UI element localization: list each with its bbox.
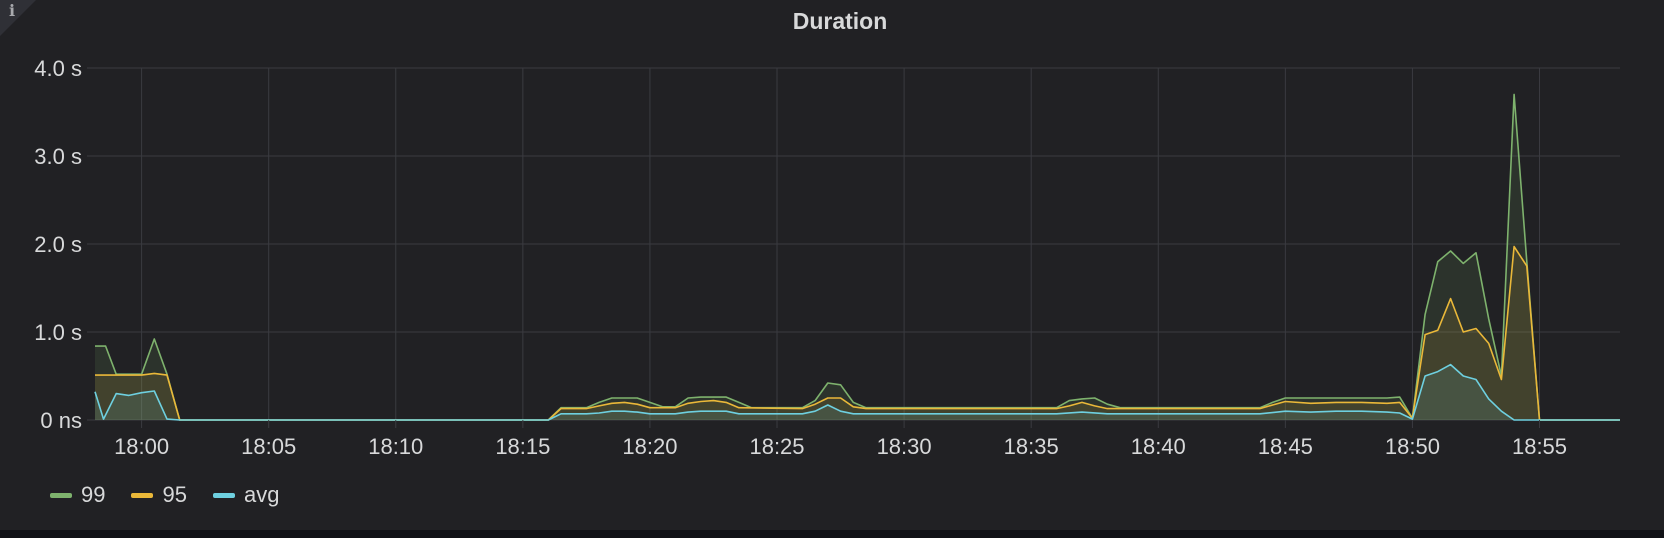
x-axis: 18:00 18:05 18:10 18:15 18:20 18:25 18:30 18:35… (114, 420, 1567, 459)
series-area-95 (95, 246, 1620, 420)
legend-swatch[interactable] (212, 492, 235, 498)
y-tick-label: 3.0 s (34, 144, 82, 169)
legend-swatch[interactable] (131, 492, 154, 498)
y-tick-label: 0 ns (40, 408, 82, 433)
x-tick-label: 18:50 (1385, 434, 1440, 459)
legend-swatch[interactable] (50, 492, 72, 498)
info-icon[interactable]: i (9, 1, 16, 20)
panel-bottom-edge (0, 530, 1664, 538)
x-tick-label: 18:00 (114, 434, 169, 459)
x-tick-label: 18:20 (622, 434, 677, 459)
series-line-95[interactable] (95, 245, 1620, 421)
y-tick-label: 2.0 s (34, 232, 82, 257)
x-tick-label: 18:05 (241, 434, 296, 459)
legend: 99 95 avg (50, 482, 305, 508)
panel-title[interactable]: Duration (792, 8, 888, 34)
series-area-99 (95, 94, 1620, 421)
panel-info-corner[interactable] (0, 0, 36, 36)
grid (95, 67, 1620, 421)
series-lines (94, 93, 1620, 421)
y-axis: 0 ns 1.0 s 2.0 s 3.0 s 4.0 s (34, 56, 95, 433)
x-tick-label: 18:45 (1258, 434, 1313, 459)
y-tick-label: 1.0 s (34, 320, 82, 345)
y-tick-label: 4.0 s (34, 56, 82, 81)
x-tick-label: 18:40 (1131, 434, 1186, 459)
legend-label[interactable]: 95 (162, 482, 187, 507)
series-line-99[interactable] (95, 93, 1620, 421)
series-line-avg[interactable] (94, 363, 1620, 421)
x-tick-label: 18:10 (368, 434, 423, 459)
legend-item-95[interactable]: 95 (131, 482, 187, 508)
series-area-avg (95, 364, 1620, 420)
legend-item-avg[interactable]: avg (212, 482, 280, 508)
legend-label[interactable]: 99 (81, 482, 106, 507)
x-tick-label: 18:35 (1004, 434, 1059, 459)
x-tick-label: 18:25 (749, 434, 804, 459)
x-tick-label: 18:30 (877, 434, 932, 459)
x-tick-label: 18:55 (1512, 434, 1567, 459)
x-tick-label: 18:15 (495, 434, 550, 459)
series-fills (95, 94, 1620, 421)
legend-label[interactable]: avg (243, 482, 280, 507)
legend-item-99[interactable]: 99 (50, 482, 105, 508)
